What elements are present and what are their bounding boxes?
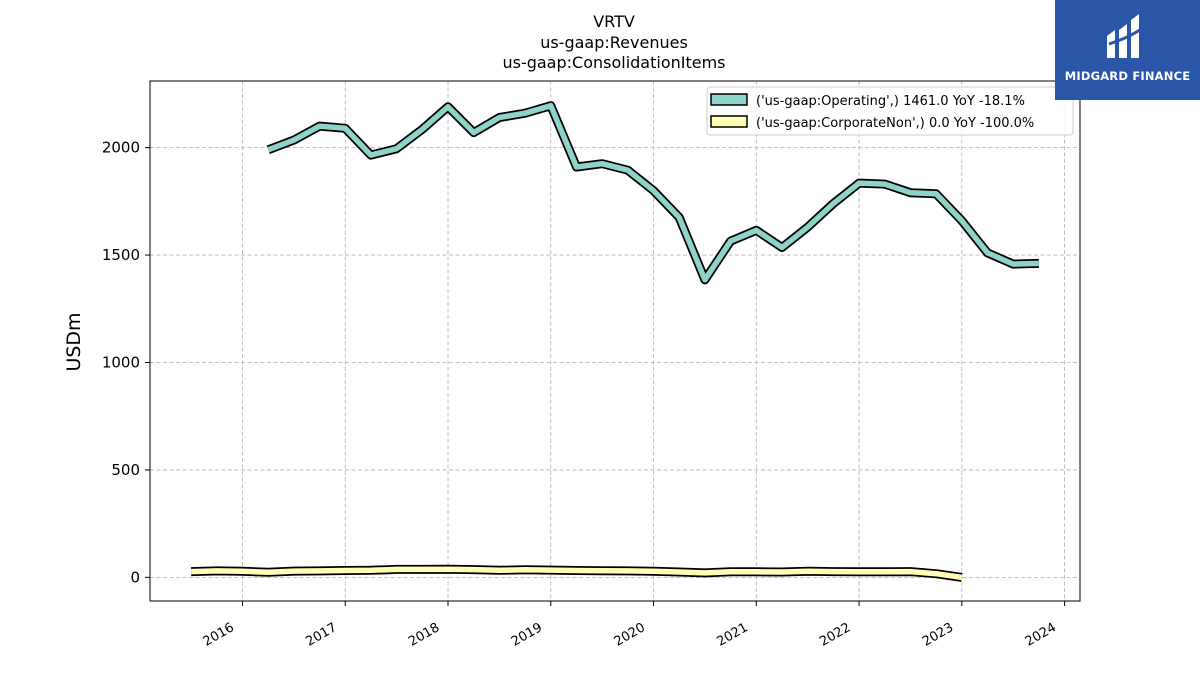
legend-frame	[706, 86, 1074, 136]
x-axis: 2016 2017 2018 2019 2020 2021 2022 2023 2024	[201, 601, 1066, 650]
y-tick-label: 1000	[102, 353, 140, 371]
plot-area-frame	[149, 80, 1081, 602]
x-tick-label: 2024	[1023, 620, 1059, 650]
grid	[150, 81, 1080, 601]
chart-title: VRTV us-gaap:Revenues us-gaap:Consolidat…	[502, 12, 725, 72]
series-line-operating	[267, 102, 1039, 283]
y-axis-label: USDm	[63, 312, 85, 371]
series-layer	[190, 101, 1040, 582]
y-tick-label: 500	[111, 461, 140, 479]
logo-mark-icon	[1107, 14, 1144, 58]
chart-title-line-1: VRTV	[593, 12, 635, 31]
y-tick-label: 1500	[102, 246, 140, 264]
legend: ('us-gaap:Operating',) 1461.0 YoY -18.1%…	[706, 86, 1074, 136]
legend-swatch-corporate-non	[710, 115, 748, 128]
x-tick-label: 2023	[920, 620, 956, 650]
midgard-finance-logo: MIDGARD FINANCE	[1055, 0, 1200, 100]
x-tick-label: 2019	[509, 620, 545, 650]
x-tick-label: 2020	[612, 620, 648, 650]
x-tick-label: 2018	[406, 620, 442, 650]
chart-title-line-2: us-gaap:Revenues	[540, 33, 688, 52]
y-axis: 0 500 1000 1500 2000	[102, 139, 150, 586]
x-tick-label: 2017	[303, 620, 339, 650]
chart-title-line-3: us-gaap:ConsolidationItems	[502, 53, 725, 72]
logo-wordmark: MIDGARD FINANCE	[1064, 69, 1191, 83]
x-tick-label: 2016	[201, 620, 237, 650]
y-tick-label: 0	[130, 568, 140, 586]
legend-label-corporate-non: ('us-gaap:CorporateNon',) 0.0 YoY -100.0…	[756, 116, 1034, 131]
legend-label-operating: ('us-gaap:Operating',) 1461.0 YoY -18.1%	[756, 94, 1025, 109]
x-tick-label: 2021	[714, 620, 750, 650]
y-tick-label: 2000	[102, 139, 140, 157]
legend-swatch-operating	[710, 93, 748, 106]
x-tick-label: 2022	[817, 620, 853, 650]
series-line-corporate-non	[191, 566, 963, 581]
